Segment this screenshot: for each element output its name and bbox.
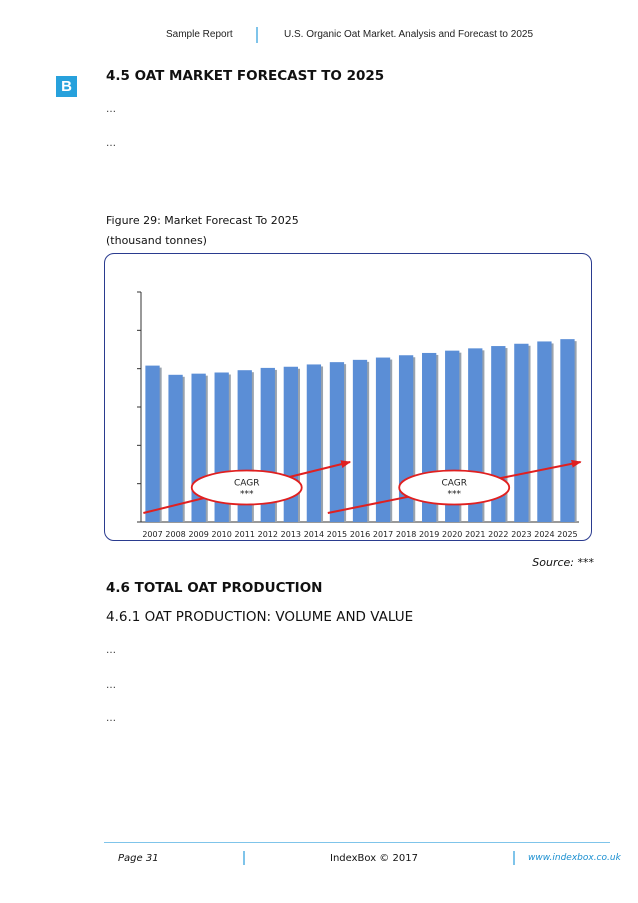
x-tick-label: 2021 — [465, 530, 485, 539]
x-tick-label: 2022 — [488, 530, 508, 539]
x-tick-label: 2016 — [350, 530, 370, 539]
paragraph-placeholder: … — [106, 713, 116, 724]
bar-2015 — [329, 362, 345, 522]
x-tick-label: 2007 — [142, 530, 162, 539]
footer-website-link[interactable]: www.indexbox.co.uk — [528, 853, 621, 863]
cagr-label: CAGR — [234, 479, 260, 489]
bar-2025 — [560, 339, 575, 522]
header-report-type: Sample Report — [166, 29, 233, 40]
figure-caption: Figure 29: Market Forecast To 2025 — [106, 214, 299, 227]
bar-2023 — [514, 343, 529, 522]
section-4-5-heading: 4.5 OAT MARKET FORECAST TO 2025 — [106, 68, 385, 84]
x-tick-label: 2014 — [304, 530, 324, 539]
paragraph-placeholder: … — [106, 645, 116, 656]
section-4-6-heading: 4.6 TOTAL OAT PRODUCTION — [106, 580, 323, 596]
cagr-value: *** — [240, 490, 254, 500]
forecast-bar-chart: 2007 2008 2009 2010 2011 2012 2013 2014 2015 2016… — [137, 291, 582, 539]
footer-divider — [513, 851, 515, 865]
cagr-bubble — [398, 469, 511, 506]
x-tick-label: 2008 — [165, 530, 185, 539]
paragraph-placeholder: … — [106, 138, 116, 149]
footer-divider — [243, 851, 245, 865]
figure-unit: (thousand tonnes) — [106, 234, 207, 247]
chart-frame: 2007 2008 2009 2010 2011 2012 2013 2014 2015 2016… — [104, 253, 592, 541]
x-tick-label: 2010 — [212, 530, 232, 539]
x-tick-label: 2013 — [281, 530, 301, 539]
cagr-bubble — [190, 469, 303, 506]
footer-rule — [104, 842, 610, 843]
x-tick-label: 2025 — [557, 530, 577, 539]
indexbox-logo: B — [56, 76, 77, 97]
bar-2008 — [168, 374, 183, 522]
page-number: Page 31 — [118, 853, 159, 864]
bar-2024 — [537, 341, 552, 522]
footer-copyright: IndexBox © 2017 — [330, 853, 418, 864]
cagr-value: *** — [447, 490, 461, 500]
chart-source: Source: *** — [532, 556, 594, 569]
x-tick-label: 2017 — [373, 530, 393, 539]
x-tick-label: 2012 — [258, 530, 278, 539]
x-tick-label: 2018 — [396, 530, 416, 539]
x-tick-label: 2023 — [511, 530, 531, 539]
x-tick-label: 2011 — [235, 530, 255, 539]
x-tick-label: 2019 — [419, 530, 439, 539]
paragraph-placeholder: … — [106, 680, 116, 691]
bar-2016 — [352, 359, 368, 522]
bar-2017 — [375, 357, 391, 522]
section-4-6-1-heading: 4.6.1 OAT PRODUCTION: VOLUME AND VALUE — [106, 609, 414, 625]
header-divider — [256, 27, 258, 43]
cagr-label: CAGR — [441, 479, 467, 489]
bar-2014 — [306, 364, 322, 522]
header-report-title: U.S. Organic Oat Market. Analysis and Fo… — [284, 29, 534, 40]
x-tick-label: 2009 — [188, 530, 208, 539]
x-tick-label: 2020 — [442, 530, 462, 539]
x-tick-label: 2024 — [534, 530, 554, 539]
x-tick-label: 2015 — [327, 530, 347, 539]
bar-2007 — [145, 365, 160, 522]
paragraph-placeholder: … — [106, 104, 116, 115]
